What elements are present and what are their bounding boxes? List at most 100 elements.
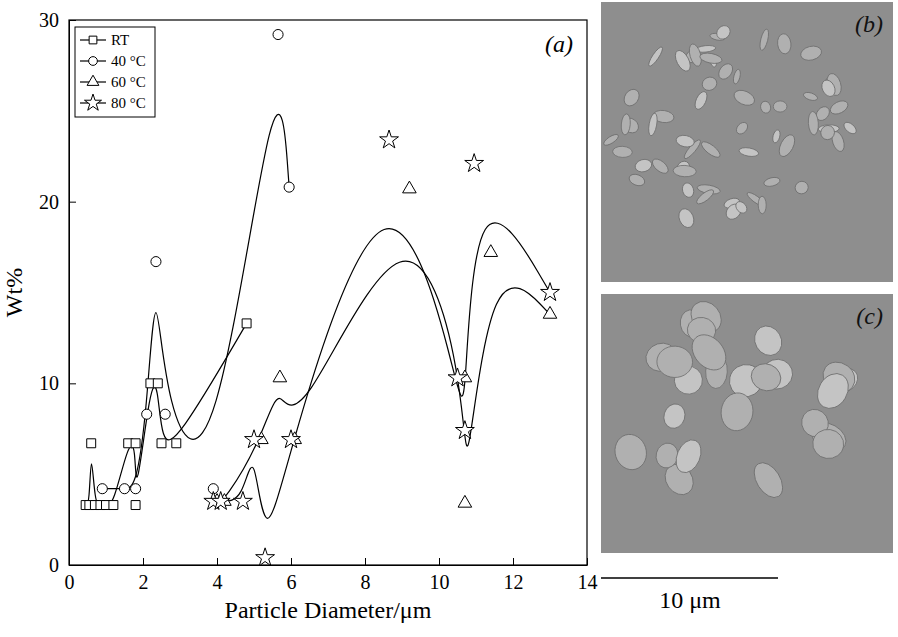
- series-line: [86, 323, 247, 505]
- particle: [611, 430, 651, 473]
- x-tick-label: 8: [361, 571, 371, 593]
- x-axis: 0 2 4 6 8 10 12 14: [65, 558, 598, 593]
- y-tick: 10: [39, 372, 76, 394]
- legend-label: RT: [111, 32, 129, 48]
- figure: 024681012140102030Particle Diameter/μmWt…: [0, 0, 898, 637]
- legend-label: 40 °C: [111, 53, 146, 69]
- x-tick-mark: [439, 558, 440, 565]
- particle: [602, 132, 620, 147]
- x-tick-mark: [291, 558, 292, 565]
- particle: [647, 113, 658, 137]
- x-tick-label: 4: [213, 571, 223, 593]
- particle: [748, 458, 788, 503]
- particle: [714, 23, 733, 42]
- particle: [808, 111, 820, 135]
- legend-box: [75, 27, 155, 117]
- data-point: [245, 430, 264, 448]
- particle: [793, 179, 810, 195]
- particle: [675, 134, 695, 149]
- x-tick: 6: [287, 558, 297, 593]
- data-point: [131, 484, 141, 494]
- y-tick-mark: [69, 383, 76, 384]
- x-tick: 2: [139, 558, 149, 593]
- legend-marker: [89, 57, 98, 66]
- particle: [811, 368, 854, 414]
- particle: [732, 87, 757, 108]
- data-point: [465, 154, 484, 172]
- particle: [671, 436, 705, 476]
- particle: [776, 33, 792, 55]
- x-tick-label: 10: [430, 571, 450, 593]
- particle: [634, 158, 653, 174]
- particle: [621, 86, 642, 108]
- x-tick: 10: [430, 558, 450, 593]
- particle: [758, 28, 770, 51]
- particle: [802, 91, 818, 102]
- particle: [763, 176, 781, 188]
- panel-label: (c): [856, 303, 883, 329]
- legend-marker: [87, 75, 99, 85]
- x-tick-label: 6: [287, 571, 297, 593]
- y-tick-mark: [69, 202, 76, 203]
- data-point: [97, 484, 107, 494]
- x-tick-mark: [217, 558, 218, 565]
- particle: [747, 359, 785, 395]
- scale-bar: [601, 577, 778, 579]
- data-point: [284, 182, 294, 192]
- legend-label: 60 °C: [111, 74, 146, 90]
- panel-label: (b): [855, 11, 883, 37]
- x-tick-mark: [587, 558, 588, 565]
- x-tick-mark: [143, 558, 144, 565]
- particle: [799, 44, 823, 62]
- data-point: [242, 319, 251, 328]
- x-tick-label: 12: [504, 571, 524, 593]
- data-point: [172, 439, 181, 448]
- data-point: [273, 370, 287, 382]
- particle: [811, 427, 846, 460]
- plot-frame: [69, 20, 587, 565]
- y-tick: 30: [39, 9, 76, 31]
- particle: [656, 346, 693, 379]
- y-axis: 0102030: [39, 9, 76, 576]
- y-tick: 0: [49, 554, 76, 576]
- x-tick: 14: [578, 558, 598, 593]
- legend-label: 80 °C: [111, 95, 146, 111]
- data-point: [543, 306, 557, 318]
- data-point: [282, 430, 301, 448]
- particle: [842, 120, 858, 136]
- particle: [776, 132, 798, 159]
- particle: [734, 120, 750, 136]
- data-point: [153, 379, 162, 388]
- data-point: [541, 283, 560, 301]
- x-tick-mark: [513, 558, 514, 565]
- data-point: [160, 409, 170, 419]
- data-point: [448, 368, 467, 386]
- data-point: [87, 439, 96, 448]
- data-point: [142, 409, 152, 419]
- particle: [647, 45, 665, 67]
- series-line: [213, 223, 550, 518]
- data-point: [256, 548, 275, 565]
- particle: [749, 321, 787, 360]
- particle: [819, 78, 837, 99]
- y-axis-title: Wt%: [1, 268, 27, 317]
- particle: [699, 51, 723, 65]
- data-point: [151, 257, 161, 267]
- x-tick-label: 0: [65, 571, 75, 593]
- y-tick-label: 10: [39, 372, 59, 394]
- micrograph: [601, 294, 893, 553]
- particle: [700, 75, 719, 93]
- data-point: [233, 492, 252, 510]
- particle: [758, 196, 766, 214]
- legend: RT 40 °C 60 °C 80 °C: [75, 27, 155, 117]
- particle: [773, 101, 787, 112]
- data-point: [273, 29, 283, 39]
- x-tick-label: 14: [578, 571, 598, 593]
- data-point: [157, 439, 166, 448]
- data-point: [211, 492, 230, 510]
- data-point: [109, 501, 118, 510]
- particle: [732, 69, 742, 85]
- particle: [699, 139, 722, 160]
- panel-label: (a): [545, 31, 573, 57]
- particle: [672, 48, 693, 74]
